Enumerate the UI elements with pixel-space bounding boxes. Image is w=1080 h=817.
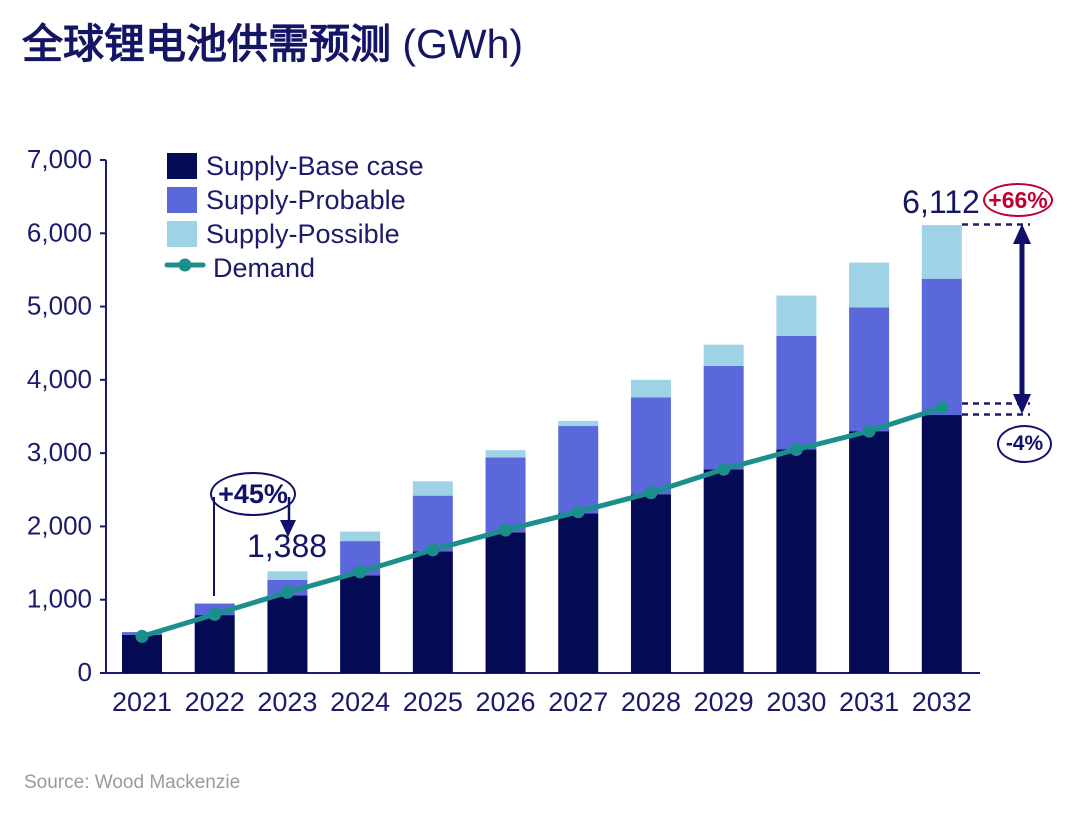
svg-text:2021: 2021	[112, 687, 172, 717]
svg-text:2028: 2028	[621, 687, 681, 717]
svg-text:3,000: 3,000	[27, 437, 92, 467]
svg-text:2030: 2030	[766, 687, 826, 717]
svg-text:5,000: 5,000	[27, 291, 92, 321]
svg-text:2022: 2022	[185, 687, 245, 717]
svg-text:2,000: 2,000	[27, 510, 92, 540]
svg-text:2031: 2031	[839, 687, 899, 717]
svg-text:2032: 2032	[912, 687, 972, 717]
svg-text:2026: 2026	[476, 687, 536, 717]
svg-text:2025: 2025	[403, 687, 463, 717]
svg-text:7,000: 7,000	[27, 144, 92, 174]
svg-text:0: 0	[78, 657, 92, 687]
svg-text:1,000: 1,000	[27, 584, 92, 614]
svg-text:2023: 2023	[257, 687, 317, 717]
svg-text:2027: 2027	[548, 687, 608, 717]
svg-text:2024: 2024	[330, 687, 390, 717]
svg-text:6,000: 6,000	[27, 217, 92, 247]
svg-text:2029: 2029	[694, 687, 754, 717]
svg-text:4,000: 4,000	[27, 364, 92, 394]
